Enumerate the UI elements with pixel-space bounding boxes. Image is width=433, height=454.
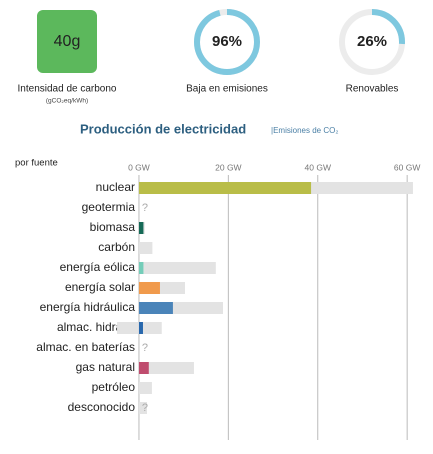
intensity-unit: (gCO₂eq/kWh) <box>46 98 88 105</box>
row-label: desconocido <box>68 400 136 414</box>
y-axis-label: por fuente <box>15 158 58 169</box>
gauge-arc <box>194 9 260 75</box>
unknown-mark: ? <box>142 202 148 214</box>
production-bar <box>138 262 144 274</box>
row-label: gas natural <box>76 360 135 374</box>
low-carbon-caption: Baja en emisiones <box>186 84 268 95</box>
intensity-value: 40g <box>54 33 81 50</box>
row-label: energía hidráulica <box>40 300 136 314</box>
row-label: petróleo <box>92 380 136 394</box>
capacity-bar <box>138 262 216 274</box>
row-label: geotermia <box>82 200 136 214</box>
x-tick-label: 20 GW <box>215 162 241 172</box>
row-label: energía eólica <box>60 260 136 274</box>
row-label: carbón <box>98 240 135 254</box>
row-label: almac. hidrául. <box>57 320 135 334</box>
chart-title: Producción de electricidad <box>80 121 246 136</box>
production-bar <box>138 362 149 374</box>
x-tick-label: 0 GW <box>128 162 150 172</box>
row-label: nuclear <box>96 180 135 194</box>
row-label: energía solar <box>65 280 135 294</box>
gauge-label: 96% <box>212 33 242 50</box>
row-label: almac. en baterías <box>36 340 135 354</box>
capacity-bar <box>138 242 153 254</box>
unknown-mark: ? <box>142 342 148 354</box>
row-label: biomasa <box>90 220 136 234</box>
production-bar <box>138 182 312 194</box>
capacity-bar <box>138 362 194 374</box>
x-tick-label: 40 GW <box>305 162 331 172</box>
production-bar <box>138 302 173 314</box>
x-tick-label: 60 GW <box>394 162 420 172</box>
renewable-caption: Renovables <box>346 84 399 95</box>
intensity-caption: Intensidad de carbono <box>18 84 117 95</box>
unknown-mark: ? <box>142 402 148 414</box>
gauge-arc <box>339 9 405 75</box>
gauge-label: 26% <box>357 33 387 50</box>
capacity-bar <box>138 382 152 394</box>
production-bar <box>138 282 160 294</box>
chart-subtitle: |Emisiones de CO₂ <box>271 126 338 135</box>
capacity-bar <box>138 402 147 414</box>
intensity-box <box>37 10 97 73</box>
production-bar <box>138 222 144 234</box>
production-bar <box>138 322 143 334</box>
